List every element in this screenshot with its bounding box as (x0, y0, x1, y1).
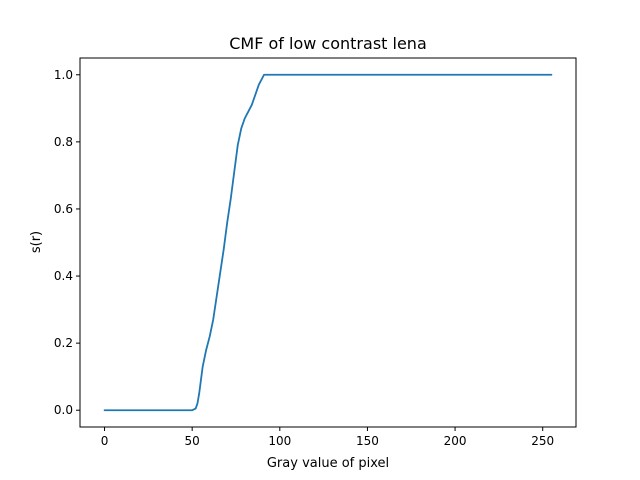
cmf-series-line (103, 73, 553, 412)
y-tick-label: 0.2 (54, 336, 73, 350)
y-tick-label: 0.6 (54, 202, 73, 216)
chart-title: CMF of low contrast lena (229, 34, 427, 53)
plot-frame (79, 57, 577, 428)
y-axis-label: s(r) (29, 231, 44, 253)
series-layer (103, 73, 553, 412)
x-tick-label: 0 (101, 434, 109, 448)
x-tick-label: 50 (185, 434, 200, 448)
y-tick-label: 0.4 (54, 269, 73, 283)
y-tick-label: 0.8 (54, 135, 73, 149)
x-tick-label: 250 (531, 434, 554, 448)
x-tick-label: 200 (444, 434, 467, 448)
x-tick-label: 150 (356, 434, 379, 448)
x-axis-ticks: 0 50 100 150 200 250 (101, 427, 554, 448)
y-tick-label: 1.0 (54, 68, 73, 82)
y-axis-ticks: 0.0 0.2 0.4 0.6 0.8 1.0 (54, 68, 80, 417)
x-axis-label: Gray value of pixel (267, 456, 389, 471)
x-tick-label: 100 (268, 434, 291, 448)
y-tick-label: 0.0 (54, 403, 73, 417)
